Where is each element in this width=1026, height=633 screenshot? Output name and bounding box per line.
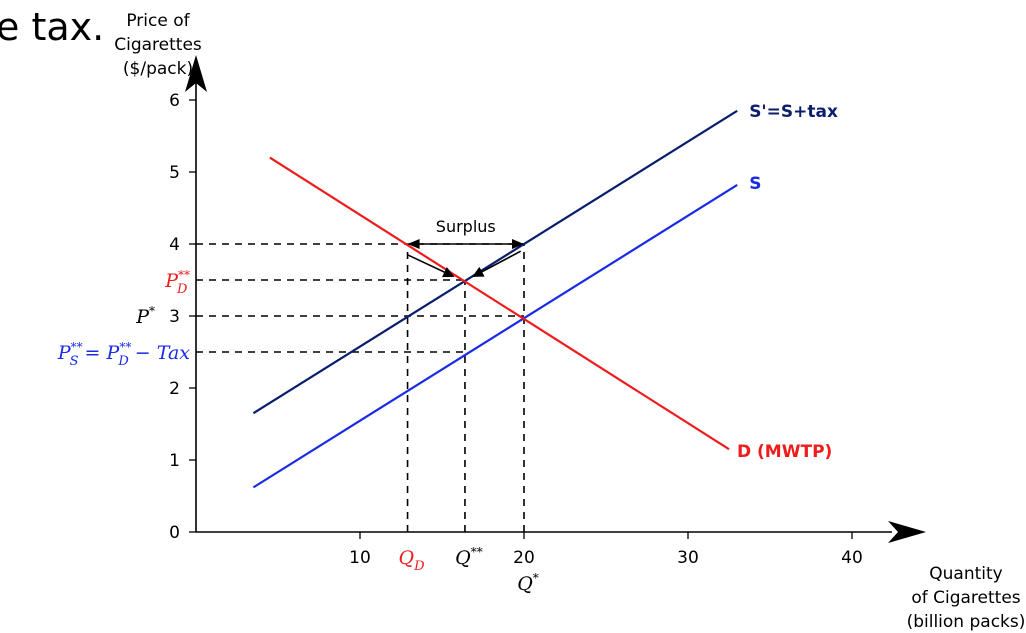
series-labels: S'=S+tax S D (MWTP): [737, 102, 838, 462]
p-s-star-star-label: P**S​ = P**D​ − Tax: [57, 340, 190, 369]
y-axis-title-line-2: Cigarettes: [114, 35, 202, 55]
x-tick-label-10: 10: [349, 548, 371, 568]
demand-label: D (MWTP): [737, 442, 832, 462]
x-axis-title-line-3: (billion packs): [907, 612, 1026, 632]
supply-with-tax-curve: [252, 109, 738, 415]
x-tick-label-20: 20: [513, 548, 535, 568]
q-star-label: Q*​: [517, 571, 539, 595]
x-axis-title-line-2: of Cigarettes: [911, 588, 1020, 608]
x-axis-arrowhead: [888, 521, 926, 543]
quantity-labels: QD​ Q**​ Q*​: [399, 545, 539, 595]
supply-with-tax-label: S'=S+tax: [749, 102, 838, 122]
x-ticks: 10 20 30 40: [349, 532, 863, 568]
supply-label: S: [749, 174, 761, 194]
q-star-star-label: Q**​: [455, 545, 483, 569]
x-tick-label-40: 40: [841, 548, 863, 568]
surplus-arrowhead-left: [407, 239, 420, 249]
y-ticks: 0 1 2 3 4 5 6: [169, 91, 196, 543]
header-fragment: e tax.: [0, 5, 104, 49]
x-tick-label-30: 30: [677, 548, 699, 568]
adjustment-arrow-1: [472, 250, 522, 278]
y-tick-label-6: 6: [169, 91, 180, 111]
y-axis-title-line-3: ($/pack): [123, 59, 193, 79]
surplus-group: Surplus: [407, 217, 524, 278]
y-tick-label-4: 4: [169, 235, 180, 255]
y-tick-label-2: 2: [169, 379, 180, 399]
q-d-label: QD​: [399, 547, 426, 574]
y-tick-label-0: 0: [169, 523, 180, 543]
p-d-star-star-label: P**D​: [164, 268, 190, 297]
y-axis-arrowhead: [185, 55, 207, 92]
p-star-label: P*​: [135, 304, 155, 328]
adjustment-arrow-0: [407, 254, 455, 278]
y-tick-label-3: 3: [169, 307, 180, 327]
curves: [252, 109, 738, 489]
surplus-arrowhead-right: [512, 239, 524, 249]
y-tick-label-1: 1: [169, 451, 180, 471]
y-tick-label-5: 5: [169, 163, 180, 183]
surplus-label: Surplus: [436, 217, 496, 236]
price-labels: P**D​ P*​ P**S​ = P**D​ − Tax: [57, 268, 190, 369]
demand-curve: [269, 156, 730, 451]
y-axis-title-line-1: Price of: [126, 11, 190, 31]
supply-curve: [252, 184, 738, 489]
x-axis-title-line-1: Quantity: [929, 564, 1002, 584]
